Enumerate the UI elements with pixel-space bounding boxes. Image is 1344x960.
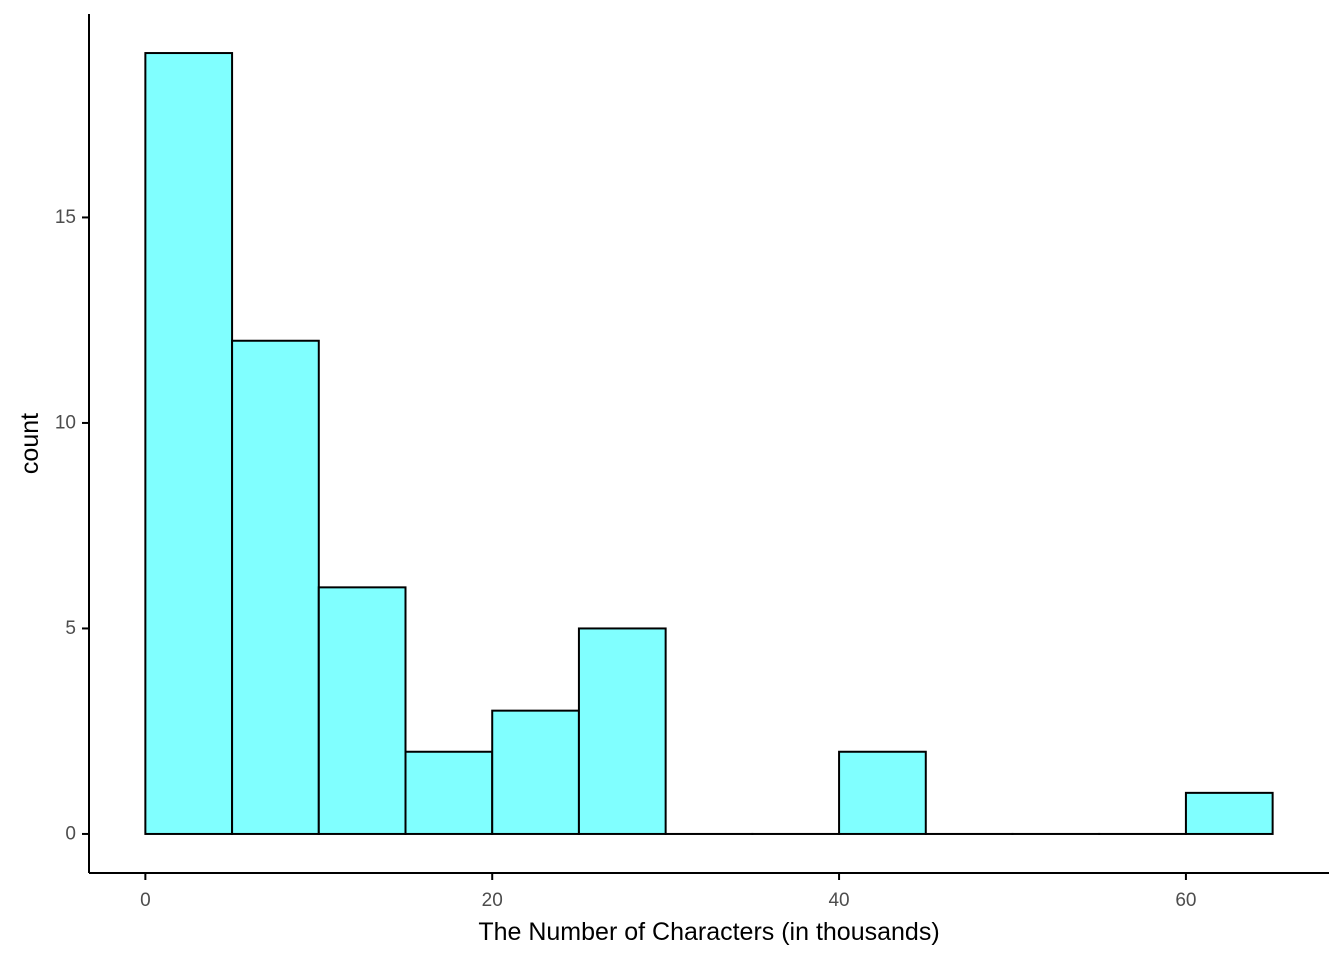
histogram-bar-1 [231, 339, 320, 835]
y-tick-label-1: 5 [65, 618, 76, 639]
histogram-bar-12 [1184, 791, 1274, 835]
axes-group [88, 14, 1329, 874]
y-ticks-group: 0 5 10 15 [55, 207, 89, 844]
histogram-bar-2 [317, 586, 407, 835]
histogram-bar-4 [491, 709, 580, 835]
x-ticks-group: 0 20 40 60 [140, 873, 1196, 911]
y-axis-title: count [16, 413, 44, 474]
histogram-bar-8 [838, 750, 927, 835]
histogram-bar-0 [144, 52, 234, 835]
x-axis-title: The Number of Characters (in thousands) [478, 918, 939, 946]
histogram-bar-3 [404, 750, 494, 835]
x-tick-label-2: 40 [828, 890, 849, 911]
y-tick-label-0: 0 [65, 823, 76, 844]
histogram-bar-5 [577, 627, 667, 835]
x-tick-label-3: 60 [1175, 890, 1196, 911]
y-tick-label-3: 15 [55, 207, 76, 228]
x-tick-label-1: 20 [482, 890, 503, 911]
bars-group [144, 52, 1274, 835]
x-tick-label-0: 0 [140, 890, 151, 911]
y-tick-label-2: 10 [55, 412, 76, 433]
